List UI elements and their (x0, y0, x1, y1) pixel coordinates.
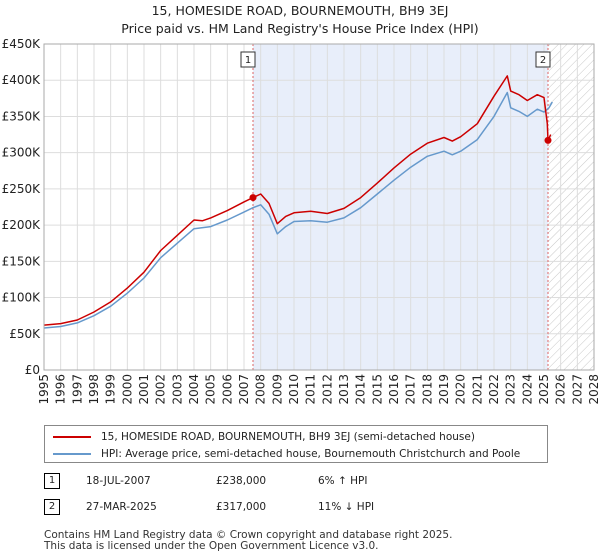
y-tick-label: £100K (2, 291, 42, 305)
transactions-table: 1 18-JUL-2007 £238,000 6% ↑ HPI 2 27-MAR… (44, 473, 464, 521)
x-tick-label: 2018 (420, 374, 434, 405)
transaction-price: £317,000 (216, 501, 267, 513)
projection-hatched-region (548, 44, 594, 370)
ownership-shaded-region (253, 44, 548, 370)
x-tick-label: 2006 (220, 374, 234, 405)
x-tick-label: 2001 (137, 374, 151, 405)
y-tick-label: £0 (25, 363, 40, 377)
x-tick-label: 1998 (87, 374, 101, 405)
x-tick-label: 1997 (70, 374, 84, 405)
footer-copyright: Contains HM Land Registry data © Crown c… (44, 529, 453, 541)
y-tick-label: £200K (2, 218, 42, 232)
x-tick-label: 2008 (254, 374, 268, 405)
x-tick-label: 2011 (304, 374, 318, 405)
transaction-label-box (240, 51, 256, 68)
x-tick-label: 2014 (354, 374, 368, 405)
y-tick-label: £350K (2, 109, 42, 123)
x-tick-label: 2003 (170, 374, 184, 405)
x-tick-label: 2022 (487, 374, 501, 405)
x-tick-label: 2013 (337, 374, 351, 405)
transaction-label: 2 (540, 55, 546, 66)
x-tick-label: 2016 (387, 374, 401, 405)
legend: 15, HOMESIDE ROAD, BOURNEMOUTH, BH9 3EJ … (44, 425, 548, 463)
x-tick-label: 2020 (454, 374, 468, 405)
x-tick-label: 2007 (237, 374, 251, 405)
x-tick-label: 2015 (370, 374, 384, 405)
x-tick-label: 2023 (504, 374, 518, 405)
x-tick-label: 2021 (470, 374, 484, 405)
transaction-point (249, 194, 257, 202)
x-tick-label: 2028 (587, 374, 600, 405)
legend-item-hpi: HPI: Average price, semi-detached house,… (53, 446, 520, 462)
x-tick-label: 2010 (287, 374, 301, 405)
y-tick-label: £400K (2, 73, 42, 87)
x-tick-label: 2002 (154, 374, 168, 405)
legend-swatch-hpi (53, 453, 91, 455)
x-tick-label: 2000 (120, 374, 134, 405)
legend-label-hpi: HPI: Average price, semi-detached house,… (101, 448, 521, 460)
series-line-property (43, 75, 552, 326)
y-tick-label: £450K (2, 37, 42, 51)
transaction-hpi-change: 6% ↑ HPI (318, 475, 368, 487)
y-tick-label: £150K (2, 254, 42, 268)
legend-swatch-property (53, 436, 91, 438)
chart-title: 15, HOMESIDE ROAD, BOURNEMOUTH, BH9 3EJ … (0, 2, 600, 38)
x-tick-label: 2025 (537, 374, 551, 405)
x-tick-label: 2004 (187, 374, 201, 405)
title-line-1: 15, HOMESIDE ROAD, BOURNEMOUTH, BH9 3EJ (151, 3, 449, 18)
y-tick-label: £250K (2, 182, 42, 196)
x-tick-label: 2017 (404, 374, 418, 405)
transaction-price: £238,000 (216, 475, 267, 487)
x-tick-label: 2026 (554, 374, 568, 405)
transaction-date: 18-JUL-2007 (86, 475, 151, 487)
transaction-hpi-change: 11% ↓ HPI (318, 501, 375, 513)
transaction-date: 27-MAR-2025 (86, 501, 157, 513)
x-tick-label: 2024 (520, 374, 534, 405)
transaction-point (544, 136, 552, 144)
legend-item-property: 15, HOMESIDE ROAD, BOURNEMOUTH, BH9 3EJ … (53, 429, 475, 445)
transaction-row: 1 18-JUL-2007 £238,000 6% ↑ HPI (44, 473, 464, 499)
transaction-row: 2 27-MAR-2025 £317,000 11% ↓ HPI (44, 499, 464, 521)
x-tick-label: 2027 (570, 374, 584, 405)
x-tick-label: 2019 (437, 374, 451, 405)
x-tick-label: 2009 (270, 374, 284, 405)
y-tick-label: £50K (9, 327, 41, 341)
y-tick-label: £300K (2, 146, 42, 160)
series-line-hpi (43, 91, 553, 329)
transaction-label-box (535, 51, 551, 68)
footer: Contains HM Land Registry data © Crown c… (44, 530, 452, 552)
legend-label-property: 15, HOMESIDE ROAD, BOURNEMOUTH, BH9 3EJ … (101, 431, 475, 443)
x-tick-label: 1995 (37, 374, 51, 405)
transaction-label: 1 (245, 55, 251, 66)
x-tick-label: 2012 (320, 374, 334, 405)
transaction-badge: 2 (44, 499, 60, 515)
footer-license: This data is licensed under the Open Gov… (44, 540, 379, 552)
title-line-2: Price paid vs. HM Land Registry's House … (121, 21, 479, 36)
transaction-badge: 1 (44, 473, 60, 489)
plot-frame (43, 43, 595, 371)
x-tick-label: 1999 (104, 374, 118, 405)
x-tick-label: 2005 (204, 374, 218, 405)
price-chart: 1 2 £0 £50K £100K £150K £200K £250K £300K £350K £… (2, 37, 600, 405)
x-tick-label: 1996 (54, 374, 68, 405)
